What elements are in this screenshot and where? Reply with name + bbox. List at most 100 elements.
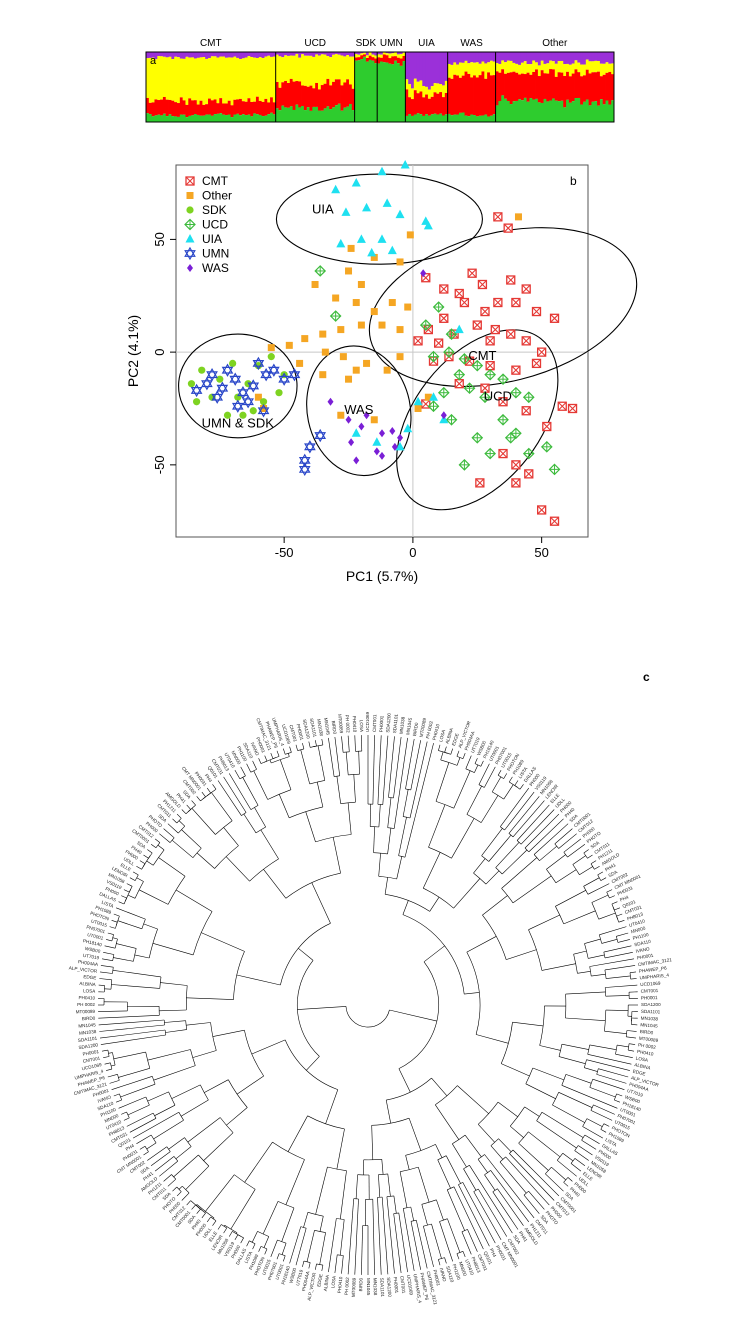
structure-bar-segment xyxy=(563,52,566,64)
dendrogram-leaf-label: PH 0002 xyxy=(344,1277,350,1296)
pca-point-other xyxy=(296,360,303,367)
structure-bar-segment xyxy=(188,52,191,57)
dendrogram-branch xyxy=(177,814,181,818)
structure-bar-segment xyxy=(558,52,561,61)
structure-bar-segment xyxy=(569,65,572,77)
pca-point-other xyxy=(371,416,378,423)
structure-bar-segment xyxy=(439,114,442,122)
structure-bar-segment xyxy=(321,85,324,111)
dendrogram-branch xyxy=(98,1011,127,1012)
dendrogram-branch xyxy=(188,1118,220,1143)
structure-bar-segment xyxy=(425,87,428,95)
structure-bar-segment xyxy=(200,116,203,122)
structure-bar-segment xyxy=(591,102,594,122)
structure-bar-segment xyxy=(267,52,270,56)
dendrogram-arc xyxy=(167,1147,171,1152)
dendrogram-leaf-label: ALP_VICTOR xyxy=(69,965,99,974)
dendrogram-branch xyxy=(387,1197,395,1274)
structure-bar-segment xyxy=(583,75,586,101)
dendrogram-branch xyxy=(379,805,380,828)
structure-bar-segment xyxy=(324,84,327,109)
structure-bar-segment xyxy=(603,104,606,122)
dendrogram-branch xyxy=(164,1175,172,1182)
structure-bar-segment xyxy=(200,52,203,57)
dendrogram-branch xyxy=(99,1025,164,1032)
dendrogram-branch xyxy=(264,869,286,898)
dendrogram-leaf-label: EDGE xyxy=(316,1274,323,1288)
structure-bar-segment xyxy=(163,52,166,57)
dendrogram-branch xyxy=(555,829,573,844)
structure-bar-segment xyxy=(544,99,547,122)
structure-bar-segment xyxy=(549,69,552,100)
dendrogram-branch xyxy=(359,751,360,774)
structure-bar-segment xyxy=(284,55,287,81)
structure-bar-segment xyxy=(414,52,417,79)
dendrogram-arc xyxy=(482,856,489,862)
dendrogram-branch xyxy=(528,1132,560,1157)
dendrogram-branch xyxy=(144,924,158,929)
structure-bar-segment xyxy=(211,56,214,100)
dendrogram-branch xyxy=(551,1167,565,1180)
dendrogram-branch xyxy=(139,890,168,905)
dendrogram-branch xyxy=(457,758,460,766)
structure-bar-segment xyxy=(335,105,338,122)
dendrogram-arc xyxy=(462,1229,468,1231)
dendrogram-leaf-label: LOSA xyxy=(359,720,364,733)
structure-bar-segment xyxy=(532,100,535,122)
structure-bar-segment xyxy=(459,78,462,113)
structure-bar-segment xyxy=(439,84,442,92)
structure-bar-segment xyxy=(247,52,250,56)
dendrogram-branch xyxy=(485,1175,496,1191)
structure-bar-segment xyxy=(501,60,504,69)
dendrogram-branch xyxy=(124,1118,129,1121)
structure-bar-segment xyxy=(231,105,234,117)
structure-bar-segment xyxy=(560,101,563,122)
structure-bar-segment xyxy=(586,70,589,100)
dendrogram-branch xyxy=(617,1094,623,1096)
structure-bar-segment xyxy=(152,102,155,116)
dendrogram-branch xyxy=(154,1120,184,1139)
dendrogram-branch xyxy=(182,810,186,814)
structure-bar-segment xyxy=(264,116,267,122)
structure-bar-segment xyxy=(366,62,369,122)
structure-bar-segment xyxy=(411,99,414,116)
structure-bar-segment xyxy=(470,77,473,114)
dendrogram-branch xyxy=(614,1100,620,1102)
dendrogram-branch xyxy=(159,834,170,843)
dendrogram-arc xyxy=(346,1006,389,1027)
structure-bar-segment xyxy=(481,61,484,71)
structure-bar-segment xyxy=(490,116,493,122)
dendrogram-branch xyxy=(521,810,554,845)
dendrogram-branch xyxy=(213,784,217,789)
structure-bar-segment xyxy=(205,52,208,59)
structure-bar-segment xyxy=(194,52,197,58)
structure-bar-segment xyxy=(467,116,470,122)
structure-bar-segment xyxy=(366,52,369,55)
structure-bar-segment xyxy=(222,103,225,114)
dendrogram-branch xyxy=(525,814,559,848)
structure-bar-segment xyxy=(552,61,555,69)
structure-bar-segment xyxy=(318,52,321,56)
structure-bar-segment xyxy=(400,54,403,58)
dendrogram-branch xyxy=(454,879,480,909)
pca-point-cmt xyxy=(494,299,502,307)
pca-point-cmt xyxy=(558,402,566,410)
dendrogram-branch xyxy=(241,1238,244,1243)
structure-bar-segment xyxy=(459,52,462,62)
pca-point-cmt xyxy=(512,479,520,487)
dendrogram-branch xyxy=(524,1195,539,1214)
pca-point-cmt xyxy=(538,506,546,514)
dendrogram-branch xyxy=(337,776,341,804)
dendrogram-branch xyxy=(573,856,586,865)
dendrogram-branch xyxy=(452,818,475,858)
dendrogram-branch xyxy=(585,1135,600,1144)
dendrogram-branch xyxy=(196,1205,197,1206)
structure-bar-segment xyxy=(442,52,445,85)
pca-point-other xyxy=(319,331,326,338)
structure-bar-segment xyxy=(414,114,417,122)
dendrogram-branch xyxy=(562,1044,589,1049)
structure-bar-segment xyxy=(225,52,228,58)
structure-bar-segment xyxy=(434,114,437,122)
pca-point-other xyxy=(358,281,365,288)
